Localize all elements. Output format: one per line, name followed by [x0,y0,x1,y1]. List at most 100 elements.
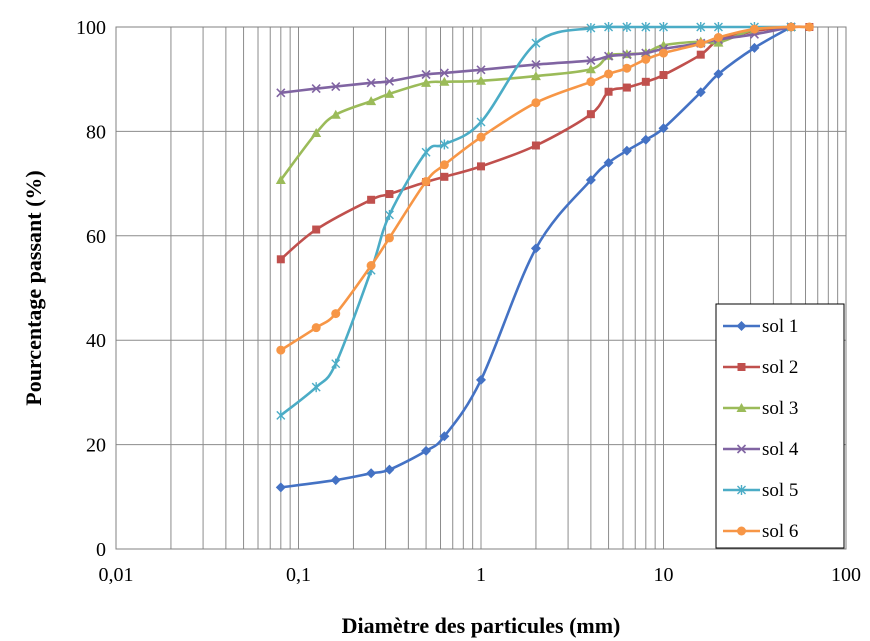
data-point [603,51,614,61]
data-point [530,243,541,254]
data-point [331,358,341,369]
data-point [749,24,759,34]
data-point [421,69,431,80]
data-point [531,98,541,108]
tick-labels: 0,01 0,1 1 10 100 0 20 40 60 80 100 [76,17,861,586]
data-point [384,209,394,220]
data-point-stroke [439,68,449,78]
legend-item: sol 3 [723,398,798,419]
data-point [713,32,723,42]
y-tick-label: 0 [96,539,106,561]
data-point [804,22,814,32]
legend-item: sol 6 [723,521,798,542]
data-point [696,50,705,59]
legend-marker [737,363,746,371]
data-point [275,174,286,184]
data-point [641,54,651,64]
data-point [276,345,286,355]
series-layer [275,22,814,493]
data-point [366,96,377,106]
data-point [658,123,669,134]
legend-marker [736,403,747,412]
legend-box [715,303,845,549]
data-point [713,37,724,47]
legend-label: sol 1 [762,316,798,337]
data-point [530,71,541,81]
y-tick-label: 40 [86,330,106,352]
data-point [312,225,321,234]
data-point [586,110,595,119]
data-point-stroke [311,84,321,94]
data-point [384,233,394,243]
data-point [586,55,596,65]
data-point [585,174,596,185]
data-point-stroke [276,88,286,98]
legend: sol 1 sol 2 sol 3 sol 4 sol 5 sol 6 [715,303,845,549]
data-point [366,78,376,88]
legend-item: sol 4 [723,439,799,460]
data-point [311,382,321,393]
data-point [366,468,377,479]
y-tick-label: 20 [86,435,106,457]
data-point [603,157,614,168]
legend-marker [737,526,746,536]
data-point [659,71,668,80]
legend-marker-stroke [736,444,747,454]
data-point-stroke [531,60,541,70]
x-tick-label: 10 [654,564,674,586]
y-tick-label: 80 [86,121,106,143]
data-point [622,83,631,92]
data-point [531,60,541,70]
legend-label: sol 5 [762,480,798,501]
data-point [622,22,632,32]
y-tick-label: 100 [76,17,106,39]
data-point-stroke [384,76,395,86]
data-point [384,76,395,86]
data-point [276,88,286,98]
data-point [367,195,376,204]
legend-label: sol 6 [762,521,798,542]
data-point-stroke [366,78,376,88]
data-point [621,145,632,156]
data-point [531,141,540,150]
data-point [421,77,432,87]
data-point-stroke [421,69,431,80]
plot-area-border [115,26,847,550]
data-point-stroke [586,55,596,65]
data-point [439,76,450,86]
legend-marker [737,485,746,495]
data-point [276,410,286,421]
legend-marker [736,444,747,454]
data-point [585,64,596,74]
data-point [659,48,668,58]
legend-item: sol 1 [723,316,798,337]
data-point [586,23,596,34]
data-point [696,39,706,49]
data-point [439,160,449,170]
data-point [331,81,341,92]
data-point [421,445,432,456]
data-point [331,309,341,319]
series-1 [275,22,797,493]
series-2 [276,23,814,264]
data-point [586,77,596,87]
data-point [604,22,614,32]
data-point [713,68,724,79]
data-point [311,84,321,94]
data-point [476,132,486,142]
x-tick-label: 100 [831,564,861,586]
data-point [641,77,650,86]
data-point [713,22,723,32]
x-tick-label: 1 [476,564,486,586]
y-tick-label: 60 [86,226,106,248]
data-point [622,63,632,73]
data-point [476,374,486,385]
data-point [476,65,486,75]
series-6 [276,22,814,355]
data-point [439,68,449,78]
data-point [439,431,450,442]
data-point [276,255,285,264]
data-point [311,323,321,333]
x-axis-title: Diamètre des particules (mm) [342,613,621,638]
